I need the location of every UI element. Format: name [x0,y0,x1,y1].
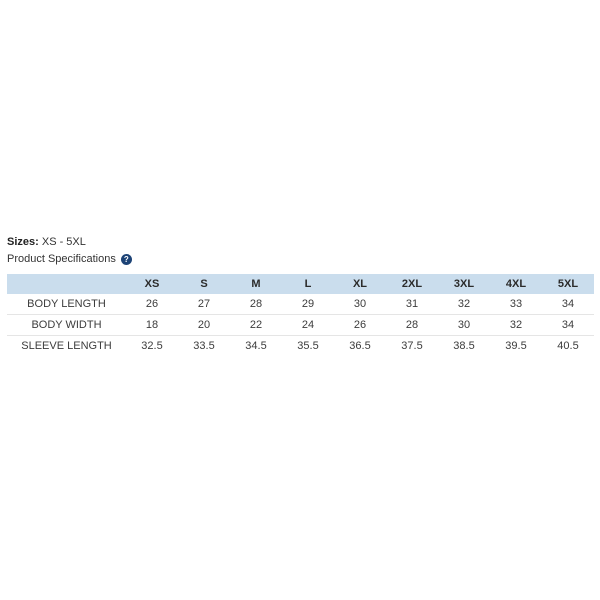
spec-value: 20 [178,314,230,336]
table-row-body-length: BODY LENGTH 26 27 28 29 30 31 32 33 34 [7,294,594,315]
size-column-header-2xl: 2XL [386,274,438,294]
row-label-sleeve-length: SLEEVE LENGTH [21,340,112,352]
spec-value: 33 [490,294,542,315]
spec-value: 36.5 [349,340,371,352]
header-empty-cell [7,274,126,294]
spec-value: 30 [438,314,490,336]
spec-value: 38.5 [453,340,475,352]
spec-value: 39.5 [505,340,527,352]
spec-value: 34 [542,314,594,336]
size-column-header-5xl: 5XL [542,274,594,294]
sizes-value: XS - 5XL [41,236,86,248]
spec-value: 24 [282,314,334,336]
product-specifications-heading: Product Specifications [7,253,116,265]
spec-value: 34.5 [245,340,267,352]
spec-value: 34 [542,294,594,315]
spec-value: 32 [438,294,490,315]
table-row-body-width: BODY WIDTH 18 20 22 24 26 28 30 32 34 [7,314,594,336]
spec-value: 31 [386,294,438,315]
spec-value: 28 [386,314,438,336]
spec-value: 37.5 [401,340,423,352]
table-row-sleeve-length: SLEEVE LENGTH 32.5 33.5 34.5 35.5 36.5 3… [7,336,594,357]
spec-value: 35.5 [297,340,319,352]
size-column-header-s: S [178,274,230,294]
product-specifications-table: XS S M L XL 2XL 3XL 4XL 5XL BODY LENGTH … [7,274,594,356]
size-header-row: XS S M L XL 2XL 3XL 4XL 5XL [7,274,594,294]
size-column-header-l: L [282,274,334,294]
size-column-header-m: M [230,274,282,294]
spec-value: 27 [178,294,230,315]
spec-value: 32.5 [141,340,163,352]
help-question-mark-icon[interactable]: ? [120,253,132,265]
spec-value: 33.5 [193,340,215,352]
spec-value: 30 [334,294,386,315]
spec-value: 28 [230,294,282,315]
row-label-body-length: BODY LENGTH [7,294,126,315]
spec-value: 40.5 [557,340,579,352]
spec-value: 26 [334,314,386,336]
spec-value: 29 [282,294,334,315]
size-column-header-xl: XL [334,274,386,294]
spec-value: 26 [126,294,178,315]
spec-value: 18 [126,314,178,336]
spec-value: 22 [230,314,282,336]
product-specifications-heading-line: Product Specifications ? [7,253,594,265]
product-specifications-section: Sizes: XS - 5XL Product Specifications ?… [7,236,594,356]
spec-value: 32 [490,314,542,336]
size-column-header-xs: XS [126,274,178,294]
row-label-body-width: BODY WIDTH [7,314,126,336]
size-column-header-3xl: 3XL [438,274,490,294]
sizes-label: Sizes: [7,236,39,248]
sizes-line: Sizes: XS - 5XL [7,236,594,248]
size-column-header-4xl: 4XL [490,274,542,294]
